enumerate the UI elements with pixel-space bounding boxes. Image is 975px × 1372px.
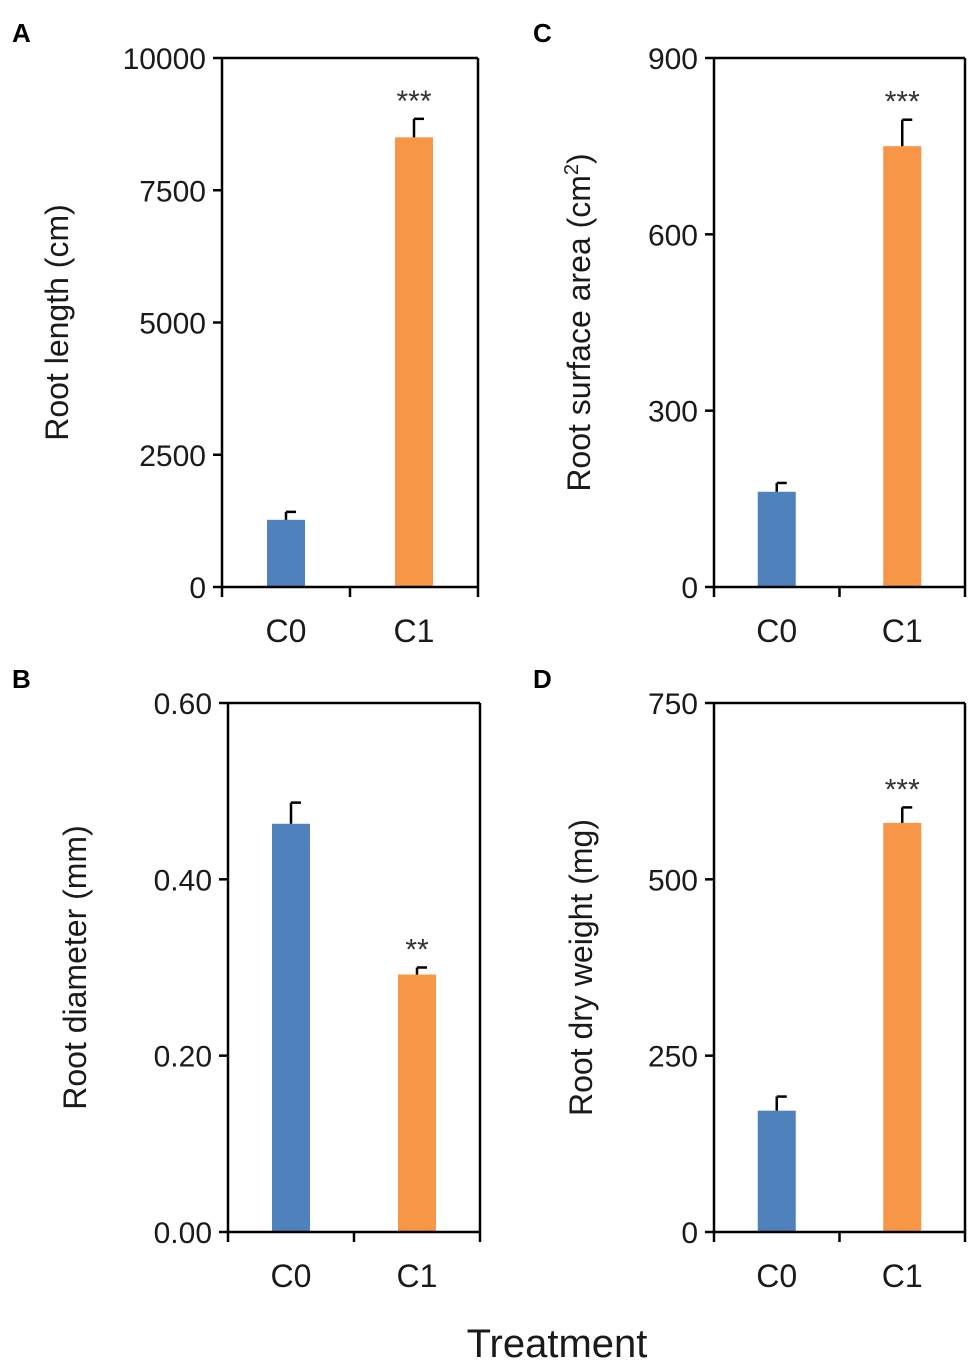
bar-c1 xyxy=(883,146,922,587)
y-tick-label: 0 xyxy=(189,572,206,605)
x-tick-label-c1: C1 xyxy=(394,613,435,649)
significance-label: *** xyxy=(396,85,431,118)
bar-c1 xyxy=(395,137,433,587)
y-tick-label: 10000 xyxy=(123,43,206,76)
panel-letter: A xyxy=(12,18,31,48)
bar-c0 xyxy=(272,823,310,1232)
panel-c: C C0 *** C1 0 300 600 900 Root surface area (cm2… xyxy=(533,18,967,649)
y-axis-title-main: Root diameter (mm) xyxy=(57,825,93,1110)
significance-label: *** xyxy=(885,86,920,119)
panel-letter: B xyxy=(12,664,31,694)
y-tick-label: 0 xyxy=(681,1217,698,1250)
y-tick-label: 250 xyxy=(648,1041,698,1074)
x-tick-label-c0: C0 xyxy=(266,613,307,649)
y-tick-label: 5000 xyxy=(139,308,206,341)
bar-c1 xyxy=(883,822,922,1232)
y-tick-label: 500 xyxy=(648,864,698,897)
y-axis-title-tail: ) xyxy=(561,153,597,164)
y-tick-label: 300 xyxy=(648,396,698,429)
bar-c0 xyxy=(757,491,796,587)
x-tick-label-c0: C0 xyxy=(756,1258,797,1294)
y-axis-title-superscript: 2 xyxy=(561,164,583,175)
y-tick-label: 0 xyxy=(681,572,698,605)
panel-b: B C0 ** C1 0.00 0.20 0.40 0.60 Root diameter (mm… xyxy=(12,664,482,1294)
y-axis-title: Root length (cm) xyxy=(39,204,75,441)
y-tick-label: 600 xyxy=(648,219,698,252)
y-tick-label: 7500 xyxy=(139,175,206,208)
y-axis-title-main: Root dry weight (mg) xyxy=(563,819,599,1116)
bar-c1 xyxy=(398,974,436,1232)
panel-a: A C0 *** C1 0 2500 5000 7500 10000 Root length (c… xyxy=(12,18,480,649)
y-tick-label: 0.00 xyxy=(154,1217,212,1250)
bar-c0 xyxy=(757,1110,796,1232)
y-axis-title: Root dry weight (mg) xyxy=(563,819,599,1116)
y-tick-label: 900 xyxy=(648,43,698,76)
bar-c0 xyxy=(267,519,305,587)
y-axis-title-main: Root surface area (cm xyxy=(561,175,597,492)
significance-label: ** xyxy=(405,934,429,967)
y-tick-label: 2500 xyxy=(139,440,206,473)
x-tick-label-c0: C0 xyxy=(756,613,797,649)
y-axis-title: Root surface area (cm2) xyxy=(561,153,597,491)
y-tick-label: 0.60 xyxy=(154,688,212,721)
significance-label: *** xyxy=(885,773,920,806)
y-tick-label: 0.20 xyxy=(154,1041,212,1074)
x-tick-label-c1: C1 xyxy=(882,1258,923,1294)
panel-letter: D xyxy=(533,664,552,694)
y-axis-title-main: Root length (cm) xyxy=(39,204,75,441)
panel-d: D C0 *** C1 0 250 500 750 Root dry weight (mg) xyxy=(533,664,967,1294)
common-x-axis-title: Treatment xyxy=(467,1322,648,1366)
x-tick-label-c1: C1 xyxy=(882,613,923,649)
y-axis-title: Root diameter (mm) xyxy=(57,825,93,1110)
y-tick-label: 750 xyxy=(648,688,698,721)
y-tick-label: 0.40 xyxy=(154,864,212,897)
x-tick-label-c0: C0 xyxy=(271,1258,312,1294)
x-tick-label-c1: C1 xyxy=(397,1258,438,1294)
panel-letter: C xyxy=(533,18,552,48)
